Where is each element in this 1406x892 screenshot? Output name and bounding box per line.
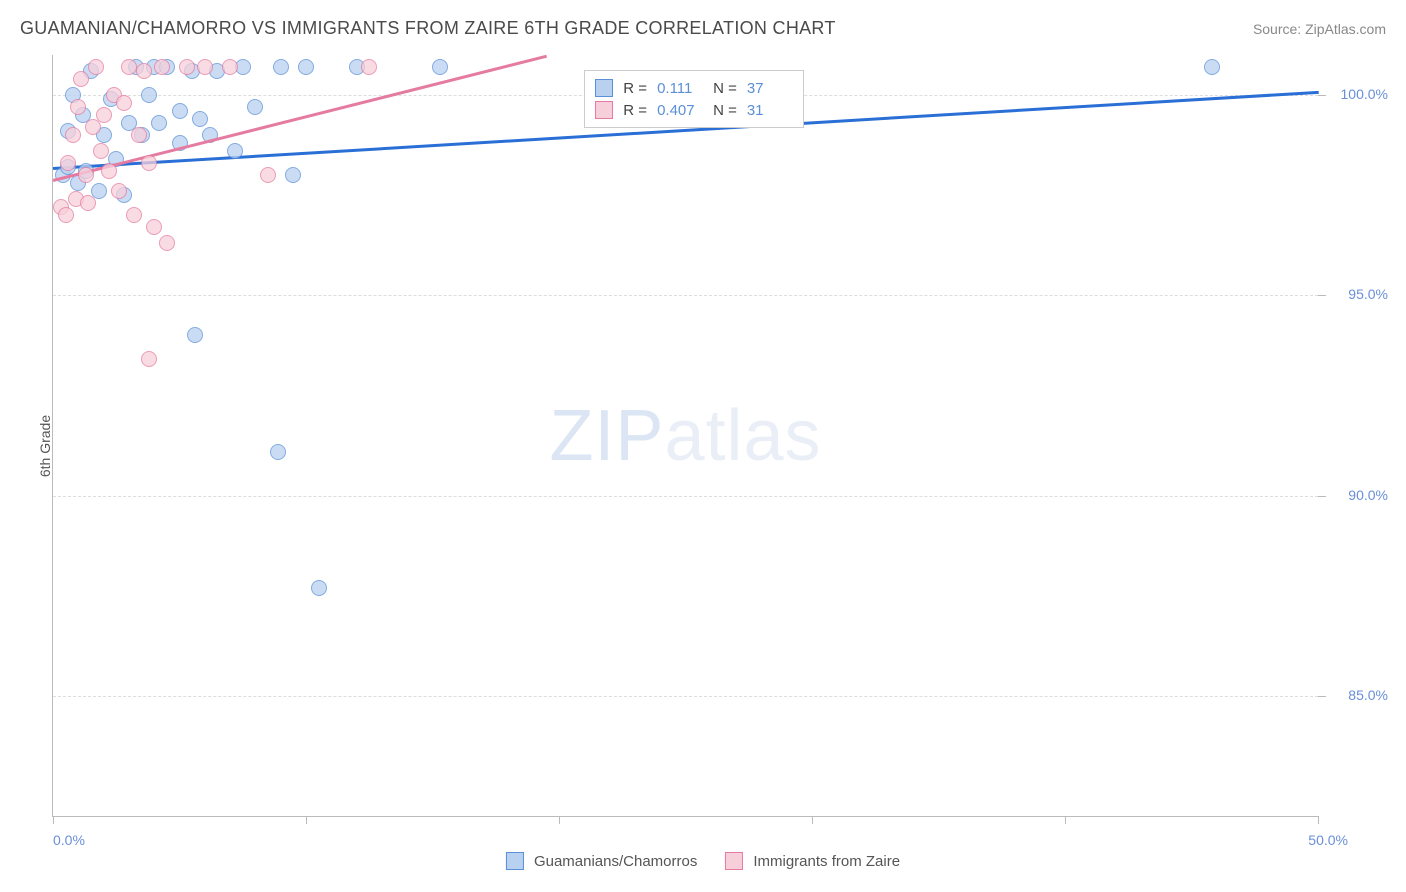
x-label-right: 50.0% <box>1308 832 1348 848</box>
marker-guam <box>1204 59 1220 75</box>
x-tick <box>559 816 560 824</box>
stats-box: R = 0.111 N = 37 R = 0.407 N = 31 <box>584 70 804 128</box>
marker-guam <box>270 444 286 460</box>
marker-zaire <box>361 59 377 75</box>
x-tick <box>306 816 307 824</box>
marker-zaire <box>78 167 94 183</box>
marker-guam <box>273 59 289 75</box>
stats-r-prefix: R = <box>623 102 647 119</box>
marker-zaire <box>126 207 142 223</box>
marker-zaire <box>60 155 76 171</box>
legend-swatch-zaire <box>725 852 743 870</box>
marker-zaire <box>260 167 276 183</box>
x-tick <box>53 816 54 824</box>
marker-zaire <box>146 219 162 235</box>
marker-zaire <box>96 107 112 123</box>
watermark: ZIPatlas <box>549 395 821 477</box>
stats-n-prefix: N = <box>713 102 737 119</box>
marker-zaire <box>179 59 195 75</box>
marker-zaire <box>197 59 213 75</box>
marker-zaire <box>111 183 127 199</box>
marker-zaire <box>121 59 137 75</box>
scatter-chart: ZIPatlas 85.0%90.0%95.0%100.0%0.0%50.0%R… <box>52 55 1318 817</box>
y-tick-label: 90.0% <box>1348 487 1388 503</box>
stats-swatch-zaire <box>595 101 613 119</box>
marker-zaire <box>65 127 81 143</box>
marker-zaire <box>73 71 89 87</box>
legend-item-guam: Guamanians/Chamorros <box>506 852 697 870</box>
marker-zaire <box>101 163 117 179</box>
marker-zaire <box>70 99 86 115</box>
x-label-left: 0.0% <box>53 832 85 848</box>
marker-guam <box>192 111 208 127</box>
page-title: GUAMANIAN/CHAMORRO VS IMMIGRANTS FROM ZA… <box>20 18 836 39</box>
y-tick-label: 85.0% <box>1348 687 1388 703</box>
stats-swatch-guam <box>595 79 613 97</box>
legend-item-zaire: Immigrants from Zaire <box>725 852 900 870</box>
gridline <box>53 496 1318 497</box>
y-tick <box>1318 295 1326 296</box>
stats-row-guam: R = 0.111 N = 37 <box>595 77 793 99</box>
marker-guam <box>247 99 263 115</box>
gridline <box>53 295 1318 296</box>
y-tick <box>1318 696 1326 697</box>
stats-n-value: 31 <box>747 102 793 119</box>
stats-row-zaire: R = 0.407 N = 31 <box>595 99 793 121</box>
stats-n-value: 37 <box>747 80 793 97</box>
marker-zaire <box>93 143 109 159</box>
marker-guam <box>172 103 188 119</box>
source-attribution: Source: ZipAtlas.com <box>1253 21 1386 37</box>
stats-n-prefix: N = <box>713 80 737 97</box>
marker-zaire <box>116 95 132 111</box>
x-tick <box>1318 816 1319 824</box>
marker-zaire <box>141 155 157 171</box>
stats-r-prefix: R = <box>623 80 647 97</box>
legend-label-guam: Guamanians/Chamorros <box>534 853 697 870</box>
marker-guam <box>151 115 167 131</box>
y-tick <box>1318 95 1326 96</box>
x-tick <box>1065 816 1066 824</box>
marker-guam <box>285 167 301 183</box>
marker-zaire <box>159 235 175 251</box>
legend: Guamanians/Chamorros Immigrants from Zai… <box>506 852 900 870</box>
y-tick-label: 100.0% <box>1341 86 1388 102</box>
marker-zaire <box>131 127 147 143</box>
gridline <box>53 696 1318 697</box>
stats-r-value: 0.407 <box>657 102 703 119</box>
stats-r-value: 0.111 <box>657 80 703 97</box>
legend-swatch-guam <box>506 852 524 870</box>
y-tick <box>1318 496 1326 497</box>
marker-guam <box>141 87 157 103</box>
marker-guam <box>187 327 203 343</box>
marker-guam <box>298 59 314 75</box>
x-tick <box>812 816 813 824</box>
marker-zaire <box>88 59 104 75</box>
marker-guam <box>311 580 327 596</box>
marker-guam <box>227 143 243 159</box>
marker-zaire <box>222 59 238 75</box>
marker-zaire <box>58 207 74 223</box>
y-tick-label: 95.0% <box>1348 286 1388 302</box>
marker-zaire <box>80 195 96 211</box>
marker-zaire <box>154 59 170 75</box>
marker-zaire <box>136 63 152 79</box>
marker-zaire <box>141 351 157 367</box>
marker-guam <box>432 59 448 75</box>
legend-label-zaire: Immigrants from Zaire <box>753 853 900 870</box>
y-axis-title: 6th Grade <box>37 415 53 477</box>
